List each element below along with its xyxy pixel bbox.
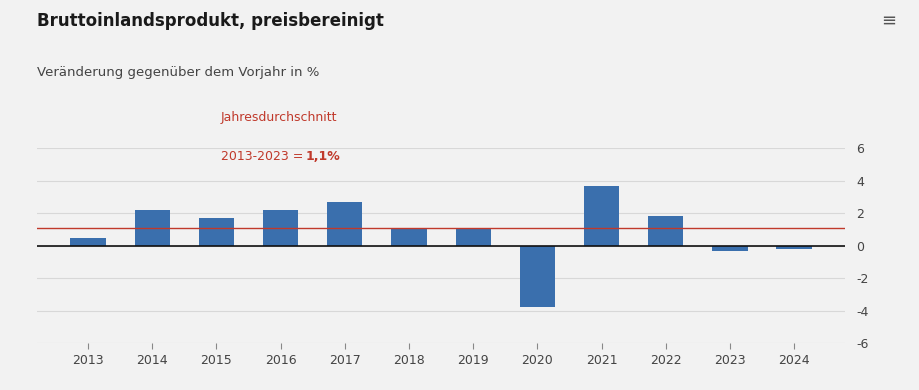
Bar <box>135 210 170 246</box>
Text: ≡: ≡ <box>881 12 896 30</box>
Bar <box>456 228 491 246</box>
Bar <box>391 228 426 246</box>
Bar <box>263 210 299 246</box>
Bar <box>327 202 362 246</box>
Bar <box>712 246 747 250</box>
Bar <box>777 246 811 249</box>
Text: Jahresdurchschnitt: Jahresdurchschnitt <box>221 111 337 124</box>
Text: Veränderung gegenüber dem Vorjahr in %: Veränderung gegenüber dem Vorjahr in % <box>37 66 319 79</box>
Bar <box>648 216 684 246</box>
Text: Bruttoinlandsprodukt, preisbereinigt: Bruttoinlandsprodukt, preisbereinigt <box>37 12 383 30</box>
Bar <box>520 246 555 307</box>
Text: 2013-2023 =: 2013-2023 = <box>221 150 307 163</box>
Bar <box>71 238 106 246</box>
Text: 1,1%: 1,1% <box>306 150 341 163</box>
Bar <box>199 218 234 246</box>
Bar <box>584 186 619 246</box>
